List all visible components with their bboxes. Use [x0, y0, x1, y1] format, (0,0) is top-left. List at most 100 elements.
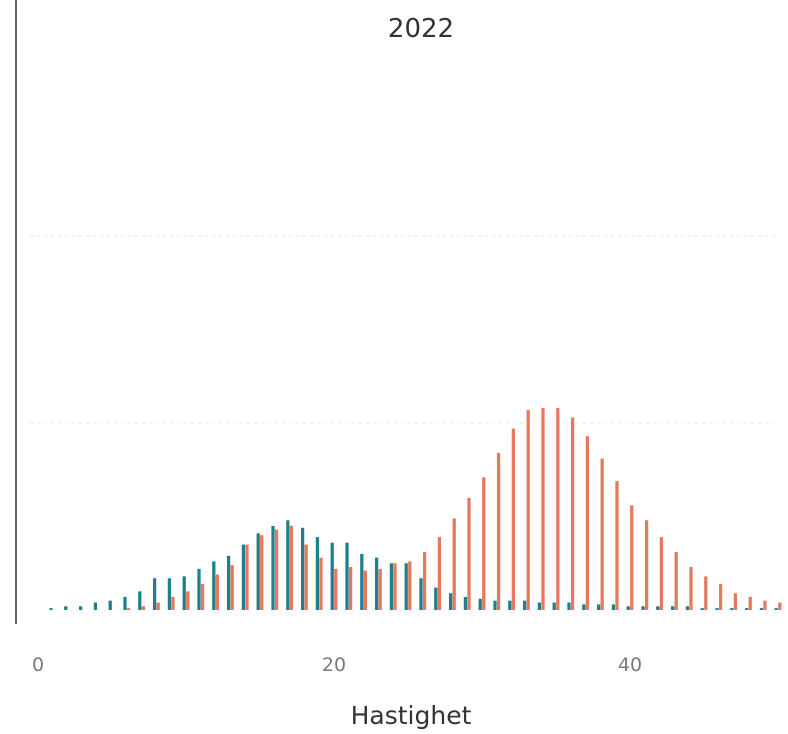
bar-series1-x37 [582, 604, 585, 610]
bar-series2-x38 [601, 459, 604, 610]
bar-series1-x33 [523, 601, 526, 610]
bar-series2-x7 [142, 606, 145, 610]
bar-series1-x9 [168, 578, 171, 610]
bar-series1-x36 [567, 603, 570, 610]
bar-series2-x37 [586, 436, 589, 610]
bar-series2-x32 [512, 429, 515, 610]
bar-series2-x47 [734, 593, 737, 610]
bar-series1-x31 [493, 601, 496, 610]
bar-series1-x41 [641, 606, 644, 610]
bar-series1-x22 [360, 554, 363, 610]
bar-series2-x40 [630, 505, 633, 610]
bar-series2-x13 [231, 565, 234, 610]
bar-series2-x22 [364, 571, 367, 610]
bar-series2-x44 [689, 567, 692, 610]
x-axis-label: Hastighet [351, 701, 472, 730]
x-tick-labels: 0 20 40 [32, 654, 642, 676]
bar-series2-x31 [497, 453, 500, 610]
bar-series1-x2 [64, 606, 67, 610]
bar-series2-x14 [245, 545, 248, 610]
bar-series1-x50 [775, 608, 778, 610]
bar-series1-x16 [271, 526, 274, 610]
bar-series2-x6 [127, 608, 130, 610]
bar-series2-x28 [453, 518, 456, 610]
bar-series2-x35 [556, 408, 559, 610]
bar-series2-x12 [216, 574, 219, 610]
bar-series1-x26 [419, 578, 422, 610]
bar-series2-x27 [438, 537, 441, 610]
bar-series2-x19 [319, 558, 322, 610]
bar-series2-x43 [675, 552, 678, 610]
bar-series2-x9 [171, 597, 174, 610]
bar-series1-x10 [183, 576, 186, 610]
bar-series2-x48 [749, 597, 752, 610]
bar-series2-x45 [704, 576, 707, 610]
bar-series1-x20 [331, 543, 334, 610]
bar-series1-x47 [730, 608, 733, 610]
bar-series1-x13 [227, 556, 230, 610]
bar-series1-x38 [597, 604, 600, 610]
bar-series2-x18 [305, 545, 308, 610]
bar-series1-x28 [449, 593, 452, 610]
bar-series2-x21 [349, 567, 352, 610]
bar-series1-x11 [197, 569, 200, 610]
bar-series1-x30 [479, 599, 482, 610]
bar-series1-x34 [538, 603, 541, 610]
bar-series1-x42 [656, 606, 659, 610]
bar-series2-x8 [157, 603, 160, 610]
bar-series1-x14 [242, 545, 245, 610]
bar-series1-x12 [212, 561, 215, 610]
bar-series2-x49 [763, 601, 766, 610]
bar-series1-x35 [553, 603, 556, 610]
bar-series1-x1 [49, 608, 52, 610]
bar-series2-x46 [719, 584, 722, 610]
bar-series1-x15 [257, 533, 260, 610]
bar-series2-x41 [645, 520, 648, 610]
bar-series2-x15 [260, 535, 263, 610]
bar-series1-x4 [94, 603, 97, 610]
bar-series1-x48 [745, 608, 748, 610]
bar-series1-x19 [316, 537, 319, 610]
bar-series2-x16 [275, 530, 278, 610]
bar-series1-x17 [286, 520, 289, 610]
bar-series2-x11 [201, 584, 204, 610]
bar-series1-x45 [701, 608, 704, 610]
bar-series2-x10 [186, 591, 189, 610]
bar-series1-x5 [109, 601, 112, 610]
bar-series1-x32 [508, 601, 511, 610]
bar-series2-x33 [527, 410, 530, 610]
bar-series1-x23 [375, 558, 378, 610]
bar-series1-x24 [390, 563, 393, 610]
bar-series1-x43 [671, 606, 674, 610]
bar-series1-x44 [686, 606, 689, 610]
bar-series2-x50 [778, 603, 781, 610]
x-tick-40: 40 [618, 654, 642, 676]
bar-series1-x3 [79, 606, 82, 610]
bar-series1-x27 [434, 588, 437, 610]
bar-series1-x39 [612, 604, 615, 610]
bar-series1-x6 [123, 597, 126, 610]
bar-series1-x49 [760, 608, 763, 610]
bars [49, 408, 781, 610]
bar-series2-x42 [660, 537, 663, 610]
gridlines [30, 236, 778, 423]
chart-title: 2022 [388, 14, 454, 44]
bar-series1-x8 [153, 578, 156, 610]
bar-series2-x29 [467, 498, 470, 610]
bar-series1-x21 [345, 543, 348, 610]
bar-series2-x20 [334, 569, 337, 610]
bar-series2-x26 [423, 552, 426, 610]
bar-series2-x30 [482, 477, 485, 610]
bar-series1-x40 [627, 606, 630, 610]
bar-series2-x36 [571, 418, 574, 611]
bar-series1-x46 [715, 608, 718, 610]
bar-series1-x7 [138, 591, 141, 610]
bar-series2-x23 [379, 569, 382, 610]
bar-series2-x25 [408, 561, 411, 610]
bar-series2-x39 [615, 481, 618, 610]
bar-series1-x29 [464, 597, 467, 610]
bar-series2-x17 [290, 526, 293, 610]
bar-series2-x34 [541, 408, 544, 610]
bar-series2-x24 [393, 563, 396, 610]
